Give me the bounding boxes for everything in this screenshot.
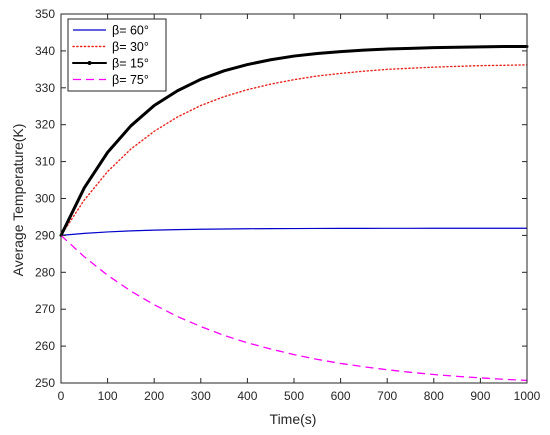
x-tick-label: 700 xyxy=(377,389,397,403)
legend: β= 60° β= 30° β= 15° β= 75° xyxy=(67,18,167,92)
series-line-4 xyxy=(60,234,528,382)
y-tick-label: 300 xyxy=(35,192,55,206)
y-tick-label: 340 xyxy=(35,44,55,58)
x-tick-label: 900 xyxy=(470,389,490,403)
y-tick-label: 320 xyxy=(35,118,55,132)
x-tick-label: 1000 xyxy=(514,389,541,403)
x-tick-label: 0 xyxy=(58,389,65,403)
legend-label: β= 60° xyxy=(112,24,149,38)
legend-box xyxy=(67,18,167,92)
legend-label: β= 15° xyxy=(112,57,149,71)
legend-label: β= 30° xyxy=(112,40,149,54)
x-tick-label: 500 xyxy=(284,389,304,403)
x-tick-label: 400 xyxy=(237,389,257,403)
x-tick-label: 800 xyxy=(424,389,444,403)
x-tick-label: 600 xyxy=(331,389,351,403)
y-tick-label: 330 xyxy=(35,81,55,95)
legend-label: β= 75° xyxy=(112,73,149,87)
legend-marker xyxy=(87,61,92,65)
y-tick-label: 310 xyxy=(35,155,55,169)
y-tick-label: 280 xyxy=(35,265,55,279)
x-tick-label: 300 xyxy=(191,389,211,403)
x-tick-label: 200 xyxy=(144,389,164,403)
y-tick-label: 270 xyxy=(35,302,55,316)
y-axis-label: Average Temperature(K) xyxy=(10,124,26,277)
y-tick-label: 290 xyxy=(35,228,55,242)
series-line-1 xyxy=(60,227,528,236)
series-layer xyxy=(59,44,529,382)
y-tick-label: 250 xyxy=(35,376,55,390)
y-tick-label: 350 xyxy=(35,7,55,21)
series-line-2 xyxy=(60,64,528,237)
x-tick-label: 100 xyxy=(98,389,118,403)
x-axis-label: Time(s) xyxy=(270,411,317,427)
ticks-layer: 0 100 200 300 400 500 600 700 800 900 1000 250 260 27… xyxy=(35,7,541,403)
y-tick-label: 260 xyxy=(35,339,55,353)
series-line-3 xyxy=(59,44,529,237)
